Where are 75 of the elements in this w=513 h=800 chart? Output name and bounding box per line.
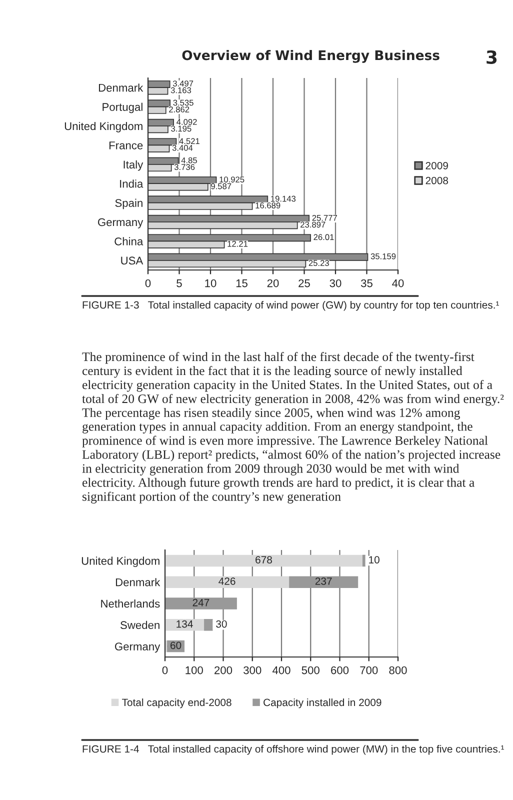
data-label: 3.736 xyxy=(174,164,195,170)
data-label: 134 xyxy=(176,620,193,628)
data-label: 60 xyxy=(170,642,182,650)
data-label: 3.535 xyxy=(173,100,194,106)
y-tick-label: India xyxy=(120,180,144,188)
data-label: 2.862 xyxy=(169,106,190,112)
data-label: 237 xyxy=(315,578,332,585)
data-label: 3.404 xyxy=(172,144,193,151)
data-label: 35.159 xyxy=(370,253,396,260)
data-label: 12.21 xyxy=(228,240,248,247)
y-tick-label: Netherlands xyxy=(101,599,160,608)
legend-label: 2008 xyxy=(426,176,448,184)
data-label: 26.01 xyxy=(314,234,334,240)
x-tick-label: 5 xyxy=(176,279,182,288)
data-label: 16.689 xyxy=(256,202,280,208)
data-label: 247 xyxy=(192,598,210,606)
x-tick-label: 40 xyxy=(392,279,404,288)
y-tick-label: Italy xyxy=(124,160,144,171)
x-tick-label: 200 xyxy=(214,666,232,674)
y-tick-label: United Kingdom xyxy=(82,556,160,568)
data-label: 10.925 xyxy=(220,176,244,182)
y-tick-label: Spain xyxy=(115,198,142,210)
x-tick-label: 20 xyxy=(267,279,279,288)
text: The prominence of wind in the last half of the first decade of the twenty-first century is evident in the fact that it is the leading source of newly installed electricity generation capacity in the United States. In the United States, out of a total of 20 GW of new electricity generation in 2008, 42% was from wind energy.² The percentage has risen steadily since 2005, when wind was 12% among generation types in annual capacity addition. From an energy standpoint, the prominence of wind is even more impressive. The Lawrence Berkeley National Laboratory (LBL) report² predicts, “almost 60% of the nation’s projected increase in electricity generation from 2009 through 2030 would be met with wind electricity. Although future growth trends are hard to predict, it is clear that a significant portion of the country’s new generation xyxy=(82,352,504,504)
text: Overview of Wind Energy Business xyxy=(182,50,440,63)
y-tick-label: USA xyxy=(121,256,144,265)
data-label: 3.195 xyxy=(171,126,192,132)
x-tick-label: 400 xyxy=(272,666,290,674)
caption: FIGURE 1-3 Total installed capacity of wind power (GW) by country for top ten countries.¹ xyxy=(82,301,499,311)
legend-label: Capacity installed in 2009 xyxy=(264,698,382,708)
y-tick-label: Germany xyxy=(115,642,160,653)
data-label: 3.497 xyxy=(172,80,194,86)
data-label: 678 xyxy=(256,556,272,564)
y-tick-label: Sweden xyxy=(120,620,160,630)
data-label: 25.777 xyxy=(312,214,337,221)
data-label: 4.521 xyxy=(179,138,200,144)
data-label: 25.23 xyxy=(308,260,329,266)
x-tick-label: 500 xyxy=(302,666,320,674)
x-tick-label: 300 xyxy=(244,666,262,674)
legend-label: 2009 xyxy=(426,162,448,170)
data-label: 30 xyxy=(216,620,227,628)
bar xyxy=(165,554,362,567)
data-label: 426 xyxy=(218,578,236,585)
y-tick-label: Germany xyxy=(98,218,144,228)
legend-label: Total capacity end-2008 xyxy=(122,698,232,708)
x-tick-label: 800 xyxy=(389,666,407,674)
x-tick-label: 700 xyxy=(360,666,378,674)
x-tick-label: 10 xyxy=(205,279,216,288)
x-tick-label: 0 xyxy=(162,666,168,674)
x-tick-label: 600 xyxy=(331,666,349,674)
x-tick-label: 30 xyxy=(330,279,342,288)
y-tick-label: France xyxy=(109,142,143,150)
data-label: 4.092 xyxy=(176,118,197,125)
y-tick-label: Denmark xyxy=(98,84,144,92)
y-tick-label: Portugal xyxy=(102,102,142,114)
data-label: 23.897 xyxy=(300,222,326,228)
x-tick-label: 35 xyxy=(360,279,372,288)
data-label: 10 xyxy=(369,556,380,564)
y-tick-label: United Kingdom xyxy=(64,122,142,132)
y-tick-label: China xyxy=(114,237,144,246)
bar xyxy=(165,598,237,610)
x-tick-label: 0 xyxy=(145,279,151,288)
bar xyxy=(165,619,204,631)
x-tick-label: 25 xyxy=(298,279,310,288)
bar xyxy=(165,576,290,588)
data-label: 3.163 xyxy=(170,87,192,94)
text: 3 xyxy=(486,50,497,64)
caption: FIGURE 1-4 Total installed capacity of offshore wind power (MW) in the top five countries.¹ xyxy=(82,745,504,755)
x-tick-label: 100 xyxy=(186,666,203,674)
bar xyxy=(289,576,358,588)
data-label: 4.85 xyxy=(181,157,197,164)
data-label: 9.587 xyxy=(211,183,232,190)
x-tick-label: 15 xyxy=(236,279,248,288)
data-label: 19.143 xyxy=(271,196,296,202)
y-tick-label: Denmark xyxy=(116,578,160,586)
